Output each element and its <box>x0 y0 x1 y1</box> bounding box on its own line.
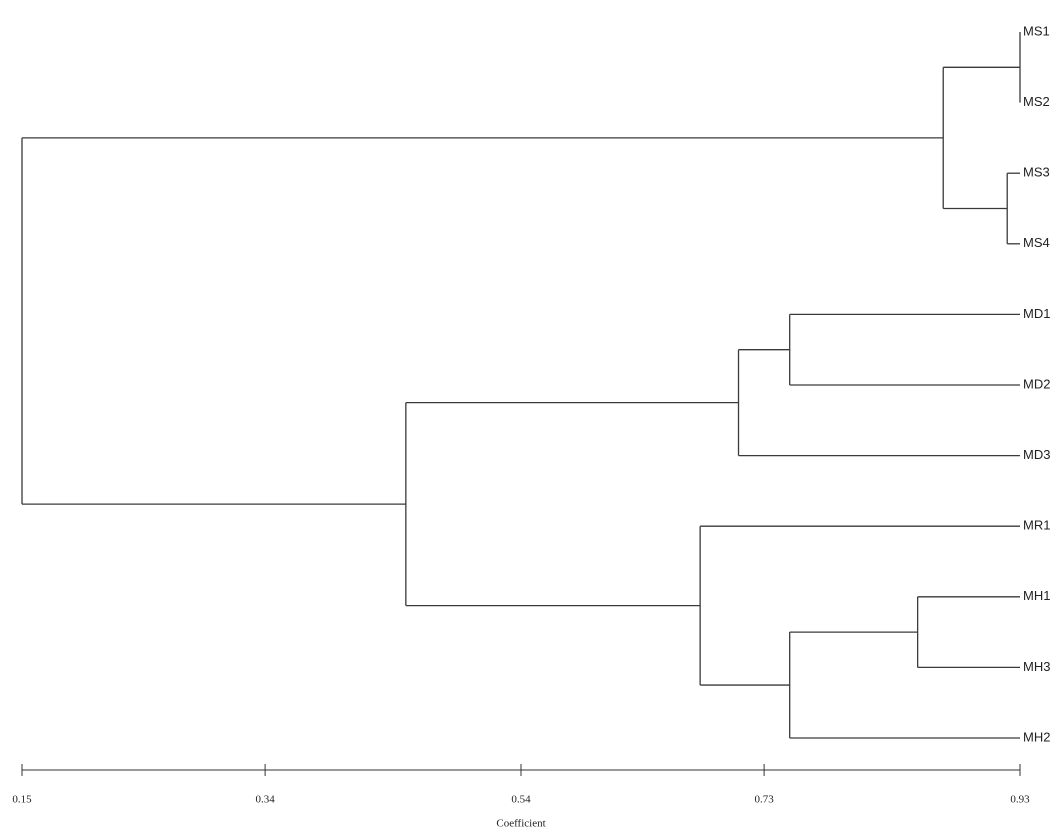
leaf-label: MH1 <box>1023 588 1050 603</box>
x-axis-label: Coefficient <box>496 818 545 830</box>
chart: Coefficient 0.15 0.34 0.54 0.73 0.93 MS1 MS2 MS… <box>0 0 1057 833</box>
leaf-label: MH2 <box>1023 729 1050 744</box>
leaf-label: MD1 <box>1023 306 1050 321</box>
leaf-label: MD2 <box>1023 376 1050 391</box>
leaf-label: MH3 <box>1023 659 1050 674</box>
x-tick-label: 0.93 <box>1010 794 1030 806</box>
leaf-label: MD3 <box>1023 447 1050 462</box>
x-tick-label: 0.73 <box>754 794 774 806</box>
leaf-label: MS1 <box>1023 23 1050 38</box>
leaf-label: MS4 <box>1023 235 1050 250</box>
x-tick-label: 0.15 <box>12 794 32 806</box>
x-tick-label: 0.54 <box>511 794 531 806</box>
leaf-label: MR1 <box>1023 518 1050 533</box>
x-tick-label: 0.34 <box>255 794 275 806</box>
leaf-label: MS2 <box>1023 94 1050 109</box>
leaf-label: MS3 <box>1023 165 1050 180</box>
